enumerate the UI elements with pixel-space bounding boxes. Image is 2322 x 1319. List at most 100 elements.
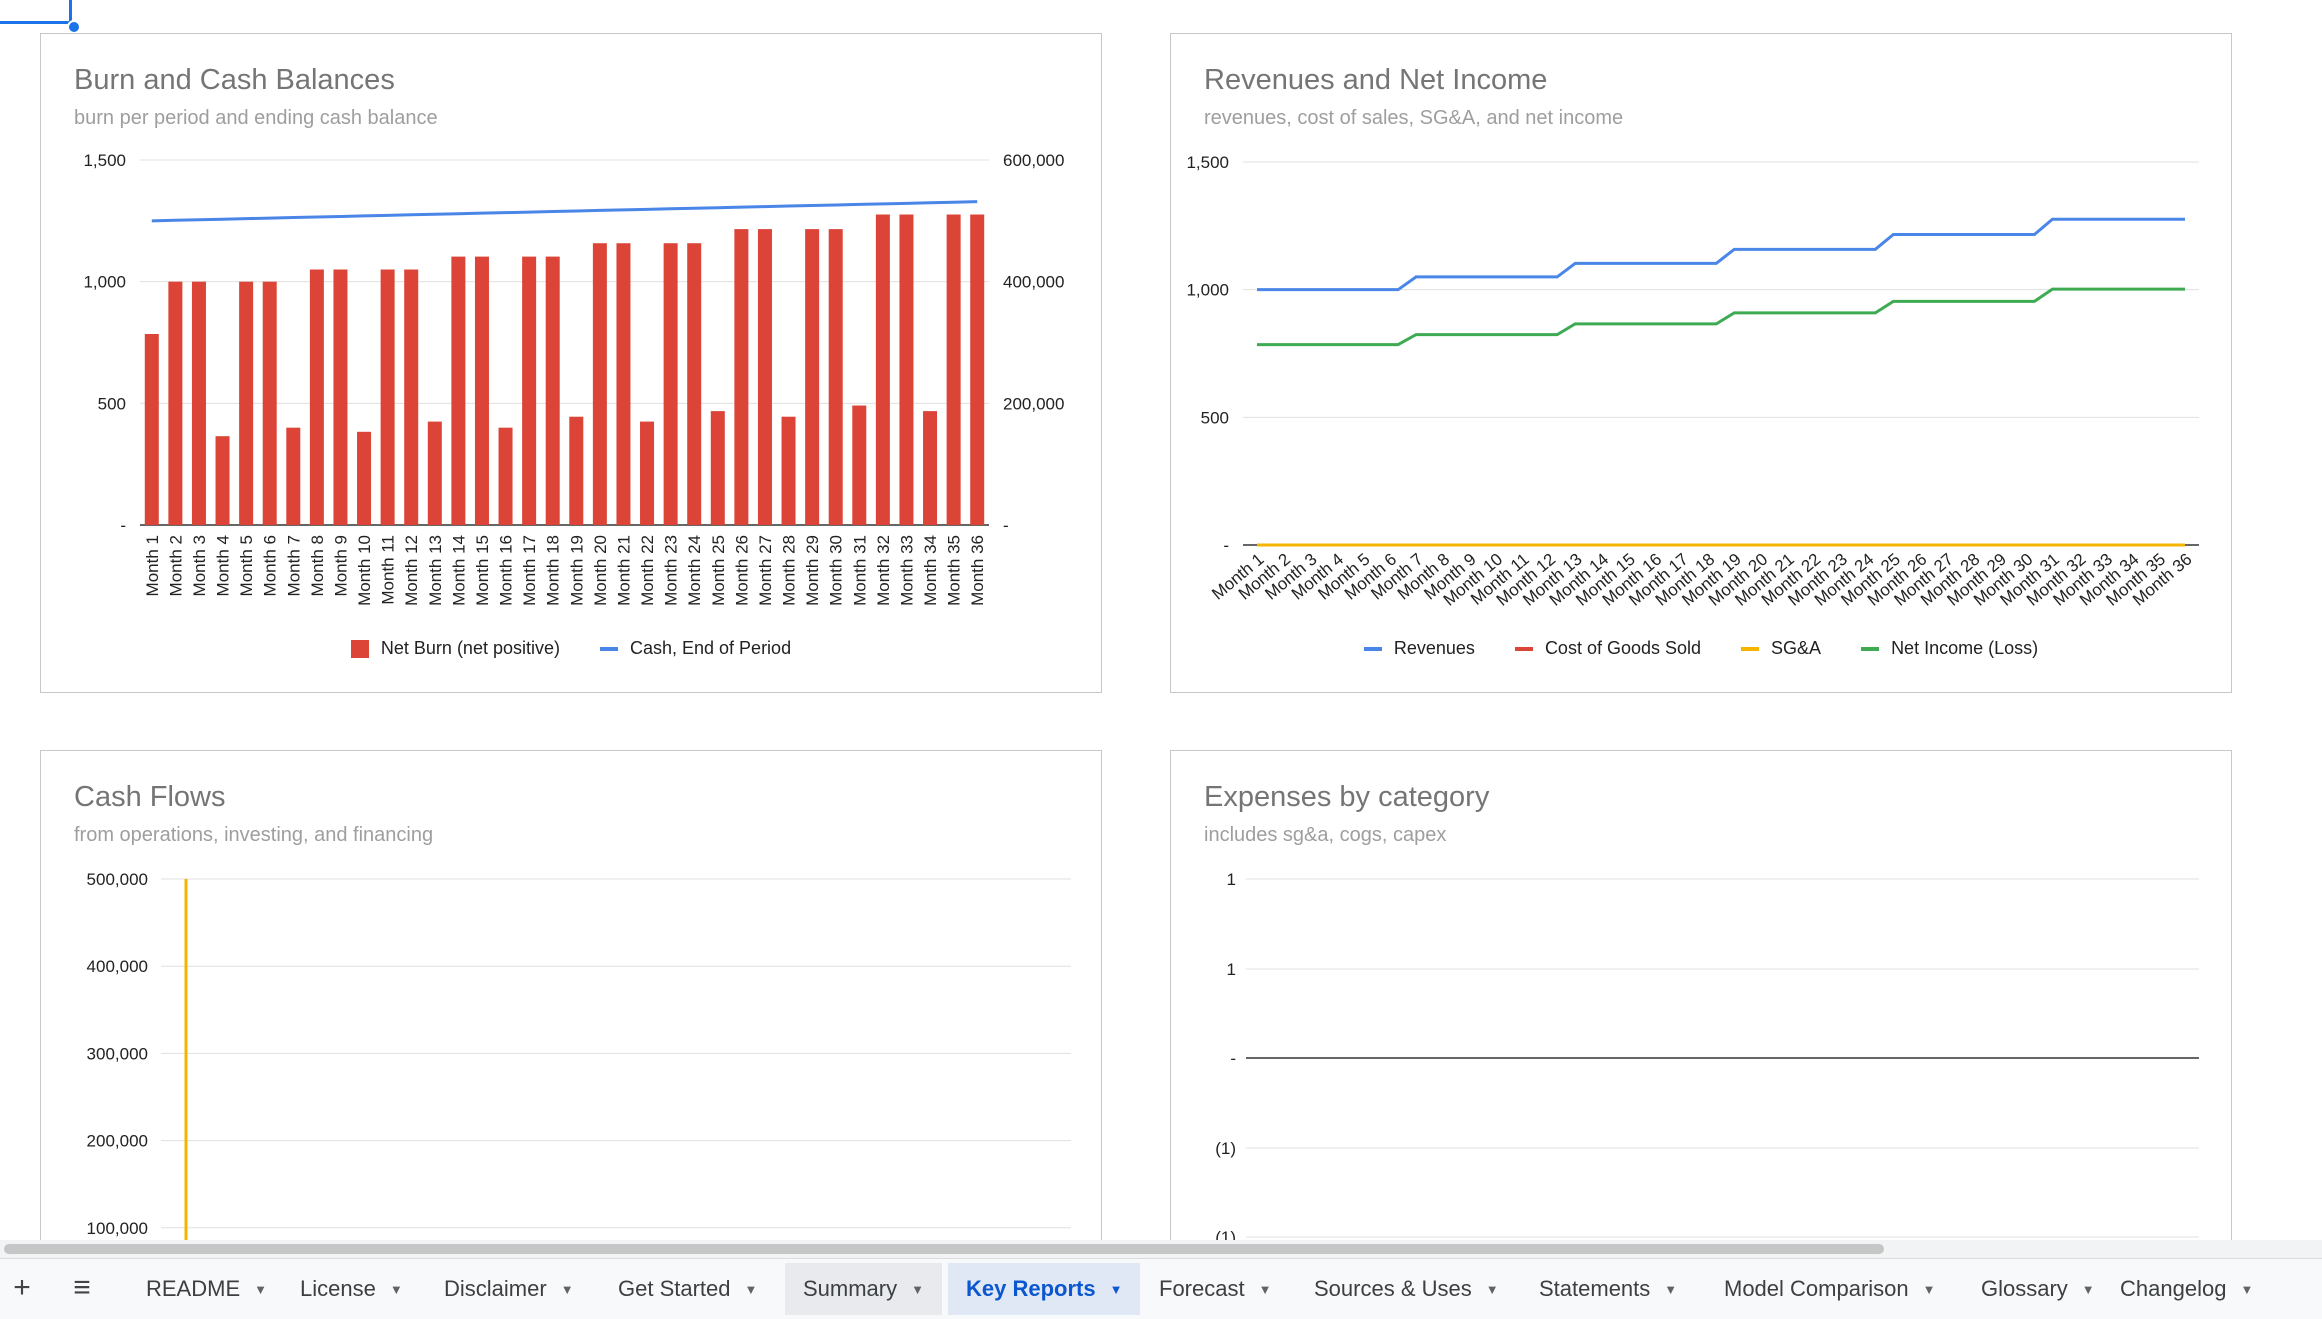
y-tick-label: 1,500 [1186,153,1229,172]
series-line [1257,217,2185,292]
legend-item[interactable]: Net Income (Loss) [1861,638,2038,659]
sheet-tab-get-started[interactable]: Get Started ▼ [600,1263,775,1315]
x-tick-label: Month 26 [732,535,751,606]
chevron-down-icon[interactable]: ▼ [389,1281,403,1297]
chevron-down-icon[interactable]: ▼ [560,1281,574,1297]
sheet-tab-label: Summary [803,1276,898,1301]
x-tick-label: Month 34 [921,535,940,606]
x-tick-label: Month 35 [945,535,964,606]
x-tick-label: Month 13 [426,535,445,606]
legend-label: Net Income (Loss) [1891,638,2039,658]
y-tick-label: 300,000 [87,1044,148,1063]
x-tick-label: Month 32 [874,535,893,606]
bar [215,436,230,525]
legend-swatch [1741,646,1760,651]
y-tick-label: 200,000 [87,1132,148,1151]
legend-item[interactable]: Net Burn (net positive) [350,638,560,659]
chevron-down-icon[interactable]: ▼ [1485,1281,1499,1297]
y-tick-label: 1 [1227,870,1236,889]
legend-item[interactable]: Revenues [1363,638,1475,659]
sheet-tab-model-comparison[interactable]: Model Comparison ▼ [1706,1263,1954,1315]
x-tick-label: Month 16 [497,535,516,606]
legend-label: SG&A [1771,638,1822,658]
chevron-down-icon[interactable]: ▼ [1922,1281,1936,1297]
chevron-down-icon[interactable]: ▼ [1109,1281,1123,1297]
chevron-down-icon[interactable]: ▼ [1664,1281,1678,1297]
chart-title: Burn and Cash Balances [74,64,395,96]
legend-item[interactable]: Cash, End of Period [599,638,792,659]
selected-cell-outline[interactable] [0,0,72,24]
chart-subtitle: burn per period and ending cash balance [74,107,438,129]
bar [970,214,985,526]
plus-icon: + [13,1271,31,1304]
y-tick-label: - [1223,536,1229,555]
chart-title: Expenses by category [1204,781,1490,813]
chart-revenues-net-income[interactable]: Revenues and Net Income revenues, cost o… [1170,33,2232,693]
chart-burn-cash[interactable]: Burn and Cash Balances burn per period a… [40,33,1102,693]
x-tick-label: Month 11 [379,535,398,605]
y-tick-label: - [1230,1049,1236,1068]
sheet-tab-statements[interactable]: Statements ▼ [1521,1263,1695,1315]
x-tick-label: Month 20 [591,535,610,606]
sheet-tab-glossary[interactable]: Glossary ▼ [1963,1263,2113,1315]
chevron-down-icon[interactable]: ▼ [2240,1281,2254,1297]
legend-swatch [599,646,618,651]
legend-label: Cash, End of Period [629,638,792,658]
bar [427,421,442,525]
x-tick-label: Month 18 [544,535,563,606]
y-tick-label: 1 [1227,960,1236,979]
add-sheet-button[interactable]: + [0,1258,52,1318]
bar [545,256,560,525]
sheet-tab-forecast[interactable]: Forecast ▼ [1141,1263,1289,1315]
x-tick-label: Month 4 [214,535,233,596]
chart-title: Cash Flows [74,781,226,813]
sheet-tab-label: Statements [1539,1276,1651,1301]
sheet-tab-label: Key Reports [966,1276,1096,1301]
sheet-tab-label: Forecast [1159,1276,1245,1301]
scrollbar-thumb[interactable] [4,1244,1884,1254]
sheet-tab-label: Glossary [1981,1276,2068,1301]
chevron-down-icon[interactable]: ▼ [254,1281,267,1297]
legend-swatch [350,639,369,658]
sheet-tab-changelog[interactable]: Changelog ▼ [2102,1263,2271,1315]
x-tick-label: Month 21 [614,535,633,606]
sheet-tab-label: Changelog [2120,1276,2227,1301]
x-tick-label: Month 27 [756,535,775,606]
chart-subtitle: from operations, investing, and financin… [74,824,434,846]
chart-expenses-by-category[interactable]: Expenses by category includes sg&a, cogs… [1170,750,2232,1250]
chevron-down-icon[interactable]: ▼ [744,1281,758,1297]
x-tick-label: Month 8 [308,535,327,596]
x-tick-label: Month 30 [827,535,846,606]
x-tick-label: Month 31 [850,535,869,606]
sheet-tab-summary[interactable]: Summary ▼ [785,1263,942,1315]
legend-item[interactable]: SG&A [1741,638,1821,659]
sheet-tab-readme[interactable]: README ▼ [128,1263,285,1315]
bar [239,281,254,525]
y-tick-label: - [120,516,126,535]
x-tick-label: Month 25 [709,535,728,606]
chevron-down-icon[interactable]: ▼ [2081,1281,2095,1297]
all-sheets-button[interactable]: ≡ [52,1258,112,1318]
bar [734,229,749,525]
sheet-tab-license[interactable]: License ▼ [282,1263,421,1315]
chevron-down-icon[interactable]: ▼ [911,1281,924,1297]
bar [474,256,489,525]
chart-plot-area: - 500 1,000 1,500 - 200,000 400,000 600,000 Mont… [83,151,1064,606]
horizontal-scrollbar[interactable] [0,1240,2322,1258]
chevron-down-icon[interactable]: ▼ [1258,1281,1272,1297]
bar [828,229,843,525]
bar [663,243,678,525]
bar [144,333,159,525]
bar [333,269,348,525]
legend-item[interactable]: Cost of Goods Sold [1514,638,1701,659]
bar [286,427,301,525]
sheet-tab-key-reports[interactable]: Key Reports ▼ [948,1263,1141,1315]
fill-handle[interactable] [67,20,81,34]
sheet-tab-disclaimer[interactable]: Disclaimer ▼ [426,1263,592,1315]
x-tick-label: Month 7 [284,535,303,596]
sheet-tab-sources-uses[interactable]: Sources & Uses ▼ [1296,1263,1517,1315]
x-tick-label: Month 10 [355,535,374,606]
bar [309,269,324,525]
chart-cash-flows[interactable]: Cash Flows from operations, investing, a… [40,750,1102,1250]
